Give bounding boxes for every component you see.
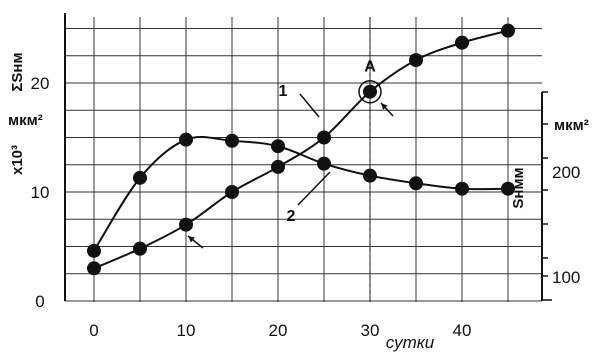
series-1-point: [133, 241, 147, 256]
y-left-unit: мкм²: [8, 112, 43, 129]
point-a-label: A: [364, 59, 376, 76]
series-2-line: [93, 136, 509, 252]
series-2-point: [501, 181, 515, 196]
x-tick-label: 40: [453, 321, 472, 340]
series-2-point: [87, 243, 101, 258]
y-left-tick-label: 10: [31, 183, 50, 202]
curve-2-label: 2: [287, 208, 296, 225]
series-2-point: [179, 132, 193, 147]
series-1-line: [93, 29, 509, 270]
series-1-point: [363, 84, 377, 99]
arrow-head: [188, 236, 195, 243]
series-2-point: [409, 176, 423, 191]
y-right-title: Sнмм: [510, 167, 527, 208]
series-1-point: [271, 159, 285, 174]
series-2-point: [225, 133, 239, 148]
series-1-point: [317, 130, 331, 145]
series-2-point: [363, 168, 377, 183]
curve-1-leader: [299, 93, 320, 118]
series-1-point: [225, 185, 239, 199]
series-2-point: [317, 156, 331, 171]
y-left-tick-label: 0: [35, 292, 44, 311]
y-right-unit: мкм²: [554, 117, 589, 134]
x-tick-label: 20: [269, 321, 288, 340]
arrow-head: [381, 103, 388, 110]
y-right-tick-label: 100: [552, 268, 580, 287]
series-1-point: [179, 217, 193, 232]
x-tick-label: 0: [89, 321, 98, 340]
y-right-tick-label: 200: [552, 163, 580, 182]
series-2-point: [271, 139, 285, 154]
series-1-point: [87, 261, 101, 276]
series-1-point: [409, 53, 423, 68]
curve-1-label: 1: [279, 83, 288, 100]
x-tick-label: 10: [177, 321, 196, 340]
point-a-ring: [358, 79, 382, 104]
y-left-title: ΣSнм: [9, 52, 26, 91]
series-2-point: [133, 170, 147, 185]
x-axis-label: сутки: [386, 333, 435, 352]
curve-2-leader: [297, 171, 331, 206]
y-left-scale-label: x10³: [9, 145, 26, 175]
series-1-point: [455, 35, 469, 50]
series-2-point: [455, 181, 469, 196]
x-tick-label: 30: [361, 321, 380, 340]
series-1-point: [501, 23, 515, 38]
y-left-tick-label: 20: [31, 74, 50, 93]
